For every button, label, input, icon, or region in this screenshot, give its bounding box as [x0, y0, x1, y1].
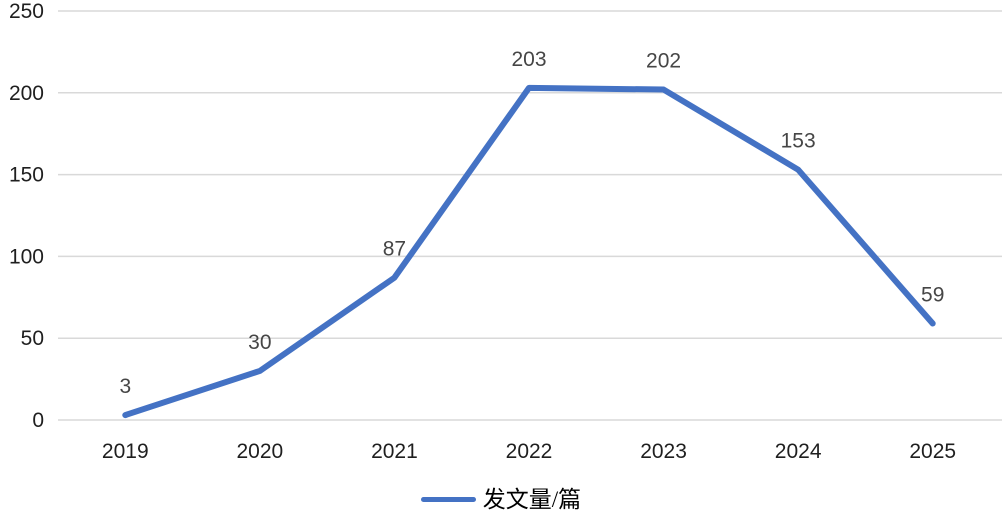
data-label: 3 [119, 375, 131, 398]
x-tick-label: 2021 [371, 440, 418, 463]
data-label: 153 [781, 130, 816, 153]
data-label: 202 [646, 50, 681, 73]
legend-label: 发文量/篇 [482, 487, 582, 512]
data-label: 203 [511, 48, 546, 71]
data-label: 87 [383, 238, 406, 261]
legend: 发文量/篇 [0, 470, 1002, 519]
x-tick-label: 2022 [506, 440, 553, 463]
data-label: 59 [921, 283, 944, 306]
series-line [122, 84, 936, 419]
y-tick-label: 250 [9, 0, 44, 23]
y-tick-label: 150 [9, 164, 44, 187]
x-tick-label: 2019 [102, 440, 149, 463]
y-tick-label: 0 [32, 409, 44, 432]
legend-line-marker [420, 497, 476, 502]
x-tick-label: 2023 [640, 440, 687, 463]
x-tick-label: 2025 [909, 440, 956, 463]
y-tick-label: 100 [9, 245, 44, 268]
x-tick-label: 2020 [236, 440, 283, 463]
y-tick-label: 50 [21, 327, 44, 350]
y-tick-label: 200 [9, 82, 44, 105]
data-label: 30 [248, 331, 271, 354]
x-tick-label: 2024 [775, 440, 822, 463]
